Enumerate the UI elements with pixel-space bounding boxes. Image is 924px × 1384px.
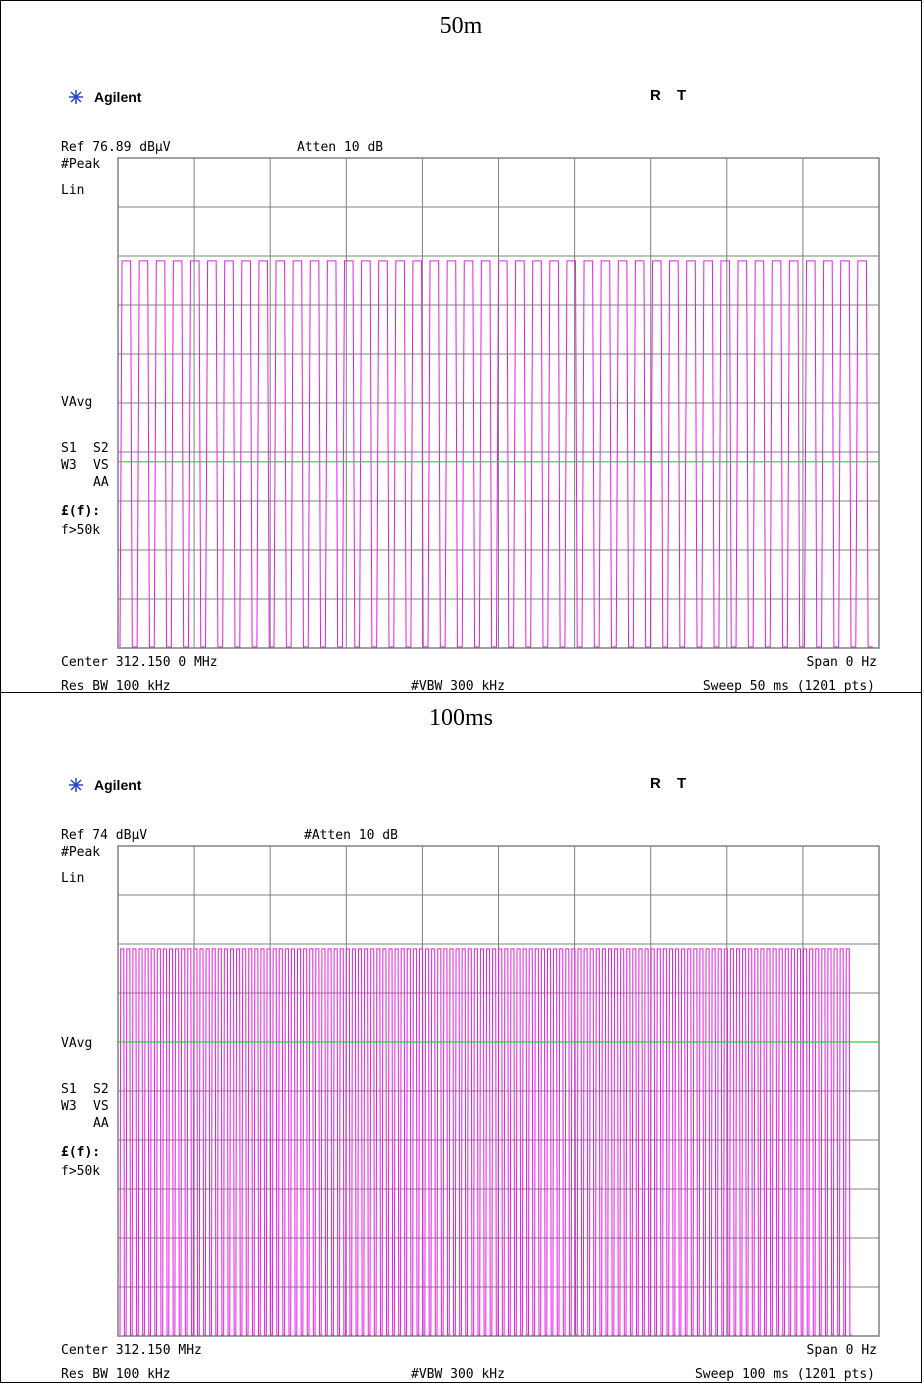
s1-label: S1	[61, 1082, 77, 1097]
span-label: Span 0 Hz	[807, 655, 877, 670]
vs-label: VS	[93, 1099, 109, 1114]
ref-level-label: Ref 76.89 dBµV	[61, 140, 171, 155]
trace-line	[119, 948, 852, 1336]
spectrum-plot: Agilent R T Ref 76.89 dBµV Atten 10 dB #…	[61, 87, 880, 694]
w3-label: W3	[61, 1099, 77, 1114]
status-t: T	[677, 775, 686, 792]
scale-label: Lin	[61, 871, 84, 886]
vavg-label: VAvg	[61, 1036, 92, 1051]
vs-label: VS	[93, 458, 109, 473]
graticule	[117, 157, 880, 649]
center-label: Center 312.150 0 MHz	[61, 655, 218, 670]
spectrum-plot: Agilent R T Ref 74 dBµV #Atten 10 dB #Pe…	[61, 775, 880, 1382]
aa-label: AA	[93, 1116, 109, 1131]
atten-label: Atten 10 dB	[297, 140, 383, 155]
chart-panel-100ms: 100ms Agilent R T Ref 74 dBµV #Atten 10 …	[0, 692, 922, 1383]
vavg-label: VAvg	[61, 395, 92, 410]
atten-label: #Atten 10 dB	[304, 828, 398, 843]
ref-level-label: Ref 74 dBµV	[61, 828, 147, 843]
rbw-label: Res BW 100 kHz	[61, 1367, 171, 1382]
agilent-logo-icon	[69, 778, 83, 792]
ff-label: £(f):	[61, 504, 100, 519]
sweep-label: Sweep 50 ms (1201 pts)	[703, 679, 875, 694]
s2-label: S2	[93, 1082, 109, 1097]
vbw-label: #VBW 300 kHz	[411, 1367, 505, 1382]
status-r: R	[650, 775, 661, 792]
ff-label: £(f):	[61, 1145, 100, 1160]
brand-label: Agilent	[94, 89, 142, 105]
chart-caption: 100ms	[428, 705, 493, 731]
f50k-label: f>50k	[61, 1164, 100, 1179]
agilent-logo-icon	[69, 90, 83, 104]
sweep-label: Sweep 100 ms (1201 pts)	[695, 1367, 875, 1382]
rbw-label: Res BW 100 kHz	[61, 679, 171, 694]
detector-label: #Peak	[61, 157, 100, 172]
scale-label: Lin	[61, 183, 84, 198]
span-label: Span 0 Hz	[807, 1343, 877, 1358]
brand-label: Agilent	[94, 777, 142, 793]
detector-label: #Peak	[61, 845, 100, 860]
center-label: Center 312.150 MHz	[61, 1343, 202, 1358]
f50k-label: f>50k	[61, 523, 100, 538]
w3-label: W3	[61, 458, 77, 473]
vbw-label: #VBW 300 kHz	[411, 679, 505, 694]
aa-label: AA	[93, 475, 109, 490]
chart-caption: 50m	[439, 13, 483, 39]
chart-panel-50ms: 50m Agilent R T Ref 76.89 dBµV Atten 10 …	[0, 0, 922, 694]
trace-line	[119, 260, 873, 648]
s2-label: S2	[93, 441, 109, 456]
status-r: R	[650, 87, 661, 104]
status-t: T	[677, 87, 686, 104]
s1-label: S1	[61, 441, 77, 456]
